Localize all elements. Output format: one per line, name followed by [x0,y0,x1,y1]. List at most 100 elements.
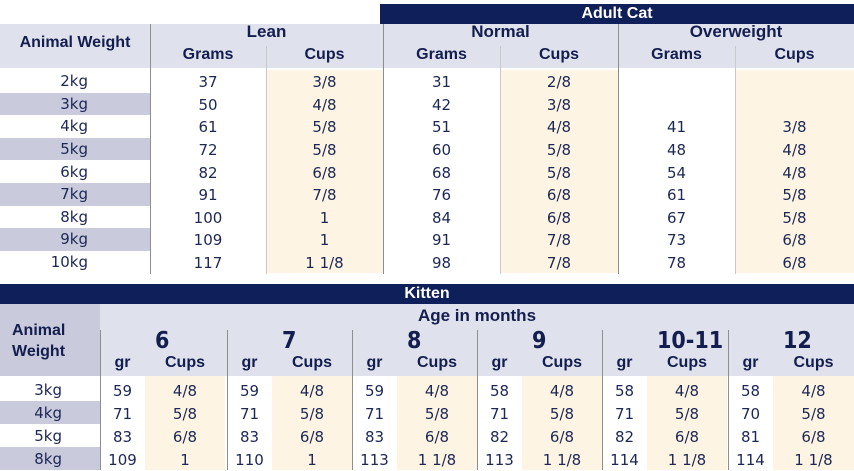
value-cell: 1 1/8 [305,254,344,273]
gr-column-header: gr [366,354,383,371]
value-cell: 60 [431,141,452,160]
value-cell: 76 [431,186,452,205]
value-cell [735,71,854,94]
value-cell: 6/8 [299,427,325,446]
value-cell: 5/8 [674,404,700,423]
value-cell: 5/8 [546,163,572,182]
value-cell: 91 [431,231,452,250]
value-cell: 3/8 [546,95,572,114]
weight-cell: 6kg [60,162,88,181]
weight-column-header: Animal Weight [19,34,131,51]
value-cell: 6/8 [312,163,337,182]
column-divider [150,24,151,274]
value-cell: 109 [193,231,223,250]
age-in-months-title: Age in months [417,306,537,325]
weight-cell: 5kg [34,426,62,445]
value-cell: 3/8 [312,73,337,92]
adult-title-band: Adult Cat [380,4,854,24]
column-divider [352,330,353,470]
weight-row-stripe [0,228,150,251]
value-cell: 91 [198,186,218,205]
value-cell: 113 [485,450,514,469]
column-divider [266,46,267,274]
gr-column-header: gr [616,354,633,371]
value-cell: 81 [740,427,761,446]
column-divider [728,330,729,470]
value-cell: 98 [431,254,452,273]
column-divider [602,330,603,470]
value-cell: 5/8 [801,404,826,423]
value-cell: 48 [666,141,687,160]
value-cell: 59 [364,381,385,400]
column-divider [100,330,101,470]
value-cell: 4/8 [546,118,572,137]
column-divider [227,330,228,470]
value-cell [618,94,735,117]
value-cell: 113 [360,450,389,469]
weight-row-stripe [0,447,100,470]
column-divider [618,24,619,274]
cups-column-header: Cups [539,46,579,63]
value-cell: 82 [198,163,218,182]
value-cell: 1 [307,450,317,469]
cups-column-stripe [735,70,854,274]
value-cell: 82 [614,427,635,446]
value-cell: 5/8 [782,186,807,205]
weight-cell: 9kg [60,230,88,249]
weight-cell: 4kg [34,403,62,422]
age-label: 9 [532,328,547,354]
value-cell: 4/8 [172,381,198,400]
value-cell: 54 [666,163,687,182]
weight-cell: 3kg [60,94,88,113]
value-cell: 4/8 [782,163,807,182]
value-cell: 7/8 [546,231,572,250]
value-cell: 3/8 [782,118,807,137]
value-cell: 1 [180,450,190,469]
value-cell: 71 [239,404,260,423]
value-cell: 4/8 [674,381,700,400]
value-cell: 41 [666,118,687,137]
column-divider [383,24,384,274]
weight-cell: 8kg [60,207,88,226]
value-cell: 70 [740,404,761,423]
value-cell: 71 [489,404,510,423]
value-cell [735,94,854,117]
cups-column-header: Cups [667,354,707,371]
weight-row-stripe [0,183,150,206]
value-cell: 1 1/8 [794,450,833,469]
value-cell: 4/8 [549,381,575,400]
grams-column-header: Grams [182,46,234,63]
kitten-weight-header-line1: Animal [12,322,66,339]
column-divider [735,46,736,274]
cups-column-header: Cups [304,46,345,63]
value-cell: 50 [198,95,218,114]
kitten-title-band: Kitten [0,284,854,304]
weight-cell: 7kg [60,185,88,204]
value-cell: 84 [431,208,452,227]
value-cell: 5/8 [549,404,575,423]
weight-cell: 3kg [34,380,62,399]
value-cell: 6/8 [782,254,807,273]
value-cell: 7/8 [546,254,572,273]
value-cell: 5/8 [424,404,450,423]
value-cell: 58 [489,381,510,400]
value-cell: 4/8 [299,381,325,400]
weight-cell: 10kg [50,253,88,272]
value-cell: 4/8 [312,95,337,114]
weight-cell: 8kg [34,449,62,468]
value-cell: 5/8 [299,404,325,423]
weight-row-stripe [0,137,150,161]
value-cell: 83 [112,427,133,446]
group-title-normal: Normal [471,22,530,41]
value-cell: 117 [193,254,223,273]
value-cell: 5/8 [172,404,198,423]
value-cell: 68 [431,163,452,182]
value-cell: 83 [364,427,385,446]
value-cell: 6/8 [546,186,572,205]
value-cell: 4/8 [801,381,826,400]
value-cell: 6/8 [782,231,807,250]
value-cell: 5/8 [312,118,337,137]
value-cell: 5/8 [546,141,572,160]
value-cell: 73 [666,231,687,250]
age-label: 6 [155,328,170,354]
